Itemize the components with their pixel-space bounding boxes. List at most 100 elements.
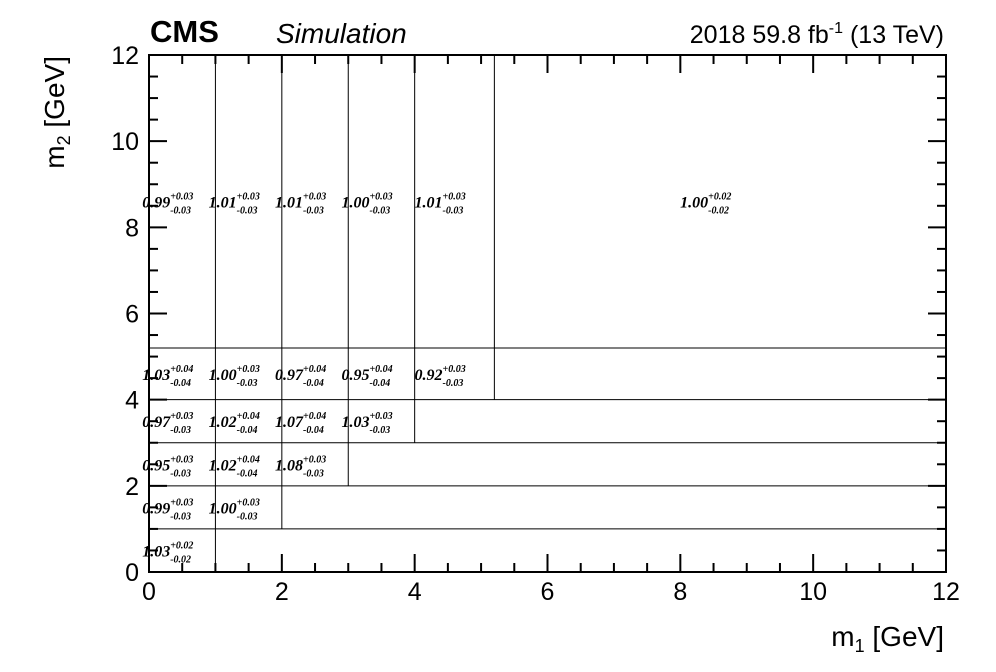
bin-value-label: 1.00 +0.03 -0.03 xyxy=(209,497,260,522)
x-tick-label: 8 xyxy=(673,578,687,606)
bin-central-value: 1.00 xyxy=(209,367,237,384)
bin-uncertainty-down: -0.03 xyxy=(443,378,464,389)
bin-value-label: 1.00 +0.03 -0.03 xyxy=(209,364,260,389)
bin-uncertainty-up: +0.04 xyxy=(303,411,326,422)
x-tick-label: 6 xyxy=(541,578,555,606)
x-tick-label: 12 xyxy=(932,578,960,606)
y-tick-label: 8 xyxy=(125,214,139,242)
y-tick-label: 2 xyxy=(125,473,139,501)
bin-value-label: 1.03 +0.03 -0.03 xyxy=(341,411,392,436)
bin-uncertainty-down: -0.03 xyxy=(443,205,464,216)
bin-value-label: 1.08 +0.03 -0.03 xyxy=(275,454,326,479)
bin-uncertainty-down: -0.04 xyxy=(303,378,324,389)
bin-uncertainty-up: +0.03 xyxy=(170,454,193,465)
bin-central-value: 0.99 xyxy=(142,194,170,211)
bin-uncertainty-down: -0.02 xyxy=(708,205,729,216)
bin-central-value: 1.02 xyxy=(209,457,237,474)
bin-central-value: 1.02 xyxy=(209,414,237,431)
bin-uncertainty-up: +0.03 xyxy=(369,191,392,202)
bin-value-label: 1.01 +0.03 -0.03 xyxy=(275,191,326,216)
bin-value-label: 1.03 +0.04 -0.04 xyxy=(142,364,193,389)
bin-uncertainty-down: -0.03 xyxy=(237,205,258,216)
y-tick-label: 6 xyxy=(125,301,139,329)
bin-central-value: 1.00 xyxy=(209,500,237,517)
tick-labels: 0 2 4 6 8 10 12 0 2 4 6 8 10 12 xyxy=(111,42,960,606)
bin-uncertainty-down: -0.03 xyxy=(170,468,191,479)
bin-central-value: 0.97 xyxy=(275,367,304,384)
bin-value-label: 1.03 +0.02 -0.02 xyxy=(142,540,193,565)
bin-uncertainty-down: -0.03 xyxy=(303,205,324,216)
bin-central-value: 1.00 xyxy=(341,194,369,211)
bin-central-value: 1.08 xyxy=(275,457,303,474)
bin-uncertainty-up: +0.03 xyxy=(303,454,326,465)
bin-uncertainty-up: +0.03 xyxy=(443,191,466,202)
bin-uncertainty-down: -0.04 xyxy=(237,425,258,436)
bin-uncertainty-up: +0.03 xyxy=(443,364,466,375)
bin-value-label: 1.00 +0.02 -0.02 xyxy=(680,191,731,216)
bin-central-value: 0.97 xyxy=(142,414,171,431)
bin-uncertainty-up: +0.03 xyxy=(303,191,326,202)
bin-uncertainty-up: +0.03 xyxy=(170,411,193,422)
bin-central-value: 1.07 xyxy=(275,414,304,431)
bin-values: 1.03 +0.02-0.020.99 +0.03-0.03 1.00 +0.03-0.… xyxy=(142,191,731,565)
bin-uncertainty-up: +0.04 xyxy=(170,364,193,375)
bin-central-value: 0.95 xyxy=(341,367,369,384)
y-tick-label: 4 xyxy=(125,387,139,415)
experiment-label: CMS xyxy=(150,14,219,49)
bin-central-value: 0.92 xyxy=(415,367,443,384)
bin-central-value: 1.03 xyxy=(341,414,369,431)
luminosity-main: 2018 59.8 fb xyxy=(690,21,829,49)
bin-value-label: 1.00 +0.03 -0.03 xyxy=(341,191,392,216)
bin-value-label: 1.01 +0.03 -0.03 xyxy=(415,191,466,216)
x-tick-label: 2 xyxy=(275,578,289,606)
bin-uncertainty-down: -0.03 xyxy=(303,468,324,479)
bin-central-value: 1.01 xyxy=(415,194,443,211)
x-tick-label: 0 xyxy=(142,578,156,606)
bin-uncertainty-up: +0.04 xyxy=(303,364,326,375)
bin-uncertainty-down: -0.03 xyxy=(170,511,191,522)
y-tick-label: 12 xyxy=(111,42,139,70)
bin-central-value: 1.03 xyxy=(142,367,170,384)
bin-uncertainty-up: +0.03 xyxy=(170,191,193,202)
y-tick-label: 0 xyxy=(125,559,139,587)
bin-value-label: 0.99 +0.03 -0.03 xyxy=(142,191,193,216)
bin-uncertainty-up: +0.02 xyxy=(708,191,731,202)
bin-uncertainty-up: +0.03 xyxy=(237,497,260,508)
bin-uncertainty-up: +0.03 xyxy=(237,191,260,202)
bin-uncertainty-down: -0.03 xyxy=(170,425,191,436)
bin-central-value: 1.03 xyxy=(142,543,170,560)
bin-value-label: 0.95 +0.04 -0.04 xyxy=(341,364,392,389)
bin-uncertainty-down: -0.04 xyxy=(369,378,390,389)
bin-value-label: 0.99 +0.03 -0.03 xyxy=(142,497,193,522)
luminosity-label: 2018 59.8 fb-1 (13 TeV) xyxy=(690,20,944,49)
bin-value-label: 1.02 +0.04 -0.04 xyxy=(209,411,260,436)
x-tick-label: 4 xyxy=(408,578,422,606)
bin-uncertainty-down: -0.03 xyxy=(170,205,191,216)
bin-central-value: 1.01 xyxy=(275,194,303,211)
simulation-tag: Simulation xyxy=(276,18,407,49)
bin-central-value: 0.95 xyxy=(142,457,170,474)
x-tick-label: 10 xyxy=(799,578,827,606)
bin-uncertainty-down: -0.04 xyxy=(303,425,324,436)
bin-value-label: 0.92 +0.03 -0.03 xyxy=(415,364,466,389)
luminosity-energy: (13 TeV) xyxy=(843,21,944,49)
y-tick-label: 10 xyxy=(111,128,139,156)
bin-uncertainty-down: -0.03 xyxy=(237,511,258,522)
bin-uncertainty-down: -0.03 xyxy=(369,205,390,216)
bin-uncertainty-down: -0.03 xyxy=(369,425,390,436)
bin-value-label: 0.97 +0.03 -0.03 xyxy=(142,411,193,436)
y-axis-title: m2 [GeV] xyxy=(39,56,74,169)
bin-uncertainty-up: +0.03 xyxy=(170,497,193,508)
axis-ticks xyxy=(148,54,947,573)
bin-uncertainty-up: +0.04 xyxy=(369,364,392,375)
bin-uncertainty-up: +0.03 xyxy=(369,411,392,422)
bin-central-value: 0.99 xyxy=(142,500,170,517)
luminosity-exponent: -1 xyxy=(829,20,843,37)
bin-value-label: 1.01 +0.03 -0.03 xyxy=(209,191,260,216)
bin-uncertainty-up: +0.04 xyxy=(237,411,260,422)
bin-value-label: 0.97 +0.04 -0.04 xyxy=(275,364,326,389)
plot-frame xyxy=(148,54,947,573)
bin-uncertainty-down: -0.02 xyxy=(170,554,191,565)
bin-value-label: 1.07 +0.04 -0.04 xyxy=(275,411,326,436)
